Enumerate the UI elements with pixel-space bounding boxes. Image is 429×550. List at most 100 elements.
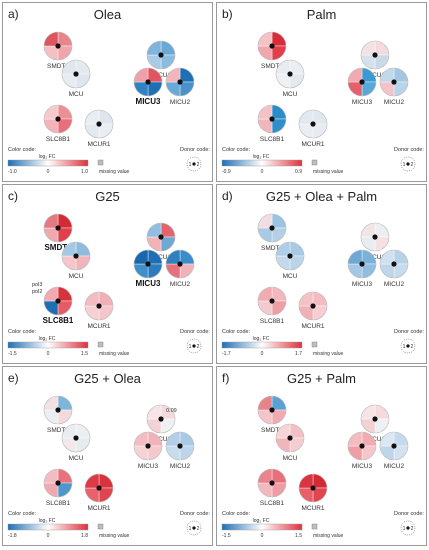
donor-code-label: Donor code: <box>394 511 424 517</box>
node-label: SLC8B1 <box>260 500 285 507</box>
legend: Color code:log₂ FC -0.9 0 0.9 missing value <box>221 147 344 175</box>
node-slc8b1: SLC8B1 <box>43 468 73 507</box>
node-smdt1: SMDT1 <box>257 395 287 434</box>
missing-value-swatch <box>97 341 104 348</box>
legend-color-code: Color code: <box>8 147 37 153</box>
node-annotation: 0.09 <box>166 408 177 414</box>
node-outline <box>43 213 73 243</box>
missing-value-swatch <box>311 159 318 166</box>
panel-letter: e) <box>8 371 19 385</box>
legend-tick-min: -1.7 <box>222 351 231 357</box>
node-smdt1: SMDT1 <box>43 213 73 252</box>
donor-code-label: Donor code: <box>394 147 424 153</box>
legend-color-code: Color code: <box>8 329 37 335</box>
donor-code-2: 2 <box>411 344 414 350</box>
node-smdt1: SMDT1 <box>43 395 73 434</box>
node-label: MCUR1 <box>87 141 110 148</box>
panel-c: c) G25 SMDT1 MCU MICU1 MICU3 MICU2 SLC8B1 pol3po… <box>2 184 213 364</box>
node-center-dot <box>177 79 183 85</box>
legend-tick-max: 1.5 <box>81 351 88 357</box>
legend-missing-value: missing value <box>99 169 130 175</box>
donor-code-2: 2 <box>197 344 200 350</box>
node-micu3: MICU3 <box>133 67 163 106</box>
missing-value-swatch <box>97 523 104 530</box>
legend-missing-value: missing value <box>99 351 130 357</box>
node-micu2: MICU2 <box>165 249 195 288</box>
donor-code-key: Donor code: 1 2 <box>180 329 210 354</box>
donor-code-1: 1 <box>189 162 192 168</box>
donor-code-key: Donor code: 1 2 <box>394 147 424 172</box>
node-outline <box>257 104 287 134</box>
node-micu3: MICU3 <box>347 249 377 288</box>
node-outline <box>146 222 176 252</box>
donor-code-label: Donor code: <box>394 329 424 335</box>
panel-title: Olea <box>94 7 122 22</box>
node-outline <box>360 404 390 434</box>
node-micu1: MICU1 <box>146 222 176 261</box>
node-center-dot <box>269 225 275 231</box>
node-outline <box>43 31 73 61</box>
node-center-dot <box>177 261 183 267</box>
node-center-dot <box>269 298 275 304</box>
node-smdt1: SMDT1 <box>43 31 73 70</box>
legend-tick-min: -1.0 <box>8 169 17 175</box>
node-center-dot <box>96 121 102 127</box>
node-label: SLC8B1 <box>46 500 71 507</box>
legend-tick-zero: 0 <box>47 351 50 357</box>
node-outline <box>257 213 287 243</box>
legend-log2fc: log₂ FC <box>253 336 270 342</box>
donor-code-dot <box>406 344 410 348</box>
node-label: MCU <box>283 273 298 280</box>
legend-tick-min: -0.9 <box>222 169 231 175</box>
node-outline <box>298 473 328 503</box>
node-slc8b1: SLC8B1 <box>257 104 287 143</box>
node-outline <box>165 431 195 461</box>
donor-code-2: 2 <box>411 526 414 532</box>
donor-code-2: 2 <box>197 526 200 532</box>
node-outline <box>360 222 390 252</box>
node-outline <box>298 109 328 139</box>
node-mcu: MCU <box>61 59 91 98</box>
donor-code-2: 2 <box>197 162 200 168</box>
node-outline <box>257 395 287 425</box>
node-outline <box>61 241 91 271</box>
node-micu1: MICU1 0.09 <box>146 404 177 443</box>
legend: Color code:log₂ FC -1.5 0 1.5 missing value <box>221 511 344 539</box>
panel-title: Palm <box>307 7 337 22</box>
node-outline <box>347 249 377 279</box>
legend-missing-value: missing value <box>313 169 344 175</box>
donor-code-key: Donor code: 1 2 <box>180 511 210 536</box>
legend-log2fc: log₂ FC <box>39 154 56 160</box>
node-mcur1: MCUR1 <box>298 473 328 512</box>
donor-code-dot <box>406 526 410 530</box>
node-label: MICU3 <box>352 281 373 288</box>
node-outline <box>84 109 114 139</box>
donor-code-1: 1 <box>403 344 406 350</box>
legend-missing-value: missing value <box>313 533 344 539</box>
node-outline <box>257 468 287 498</box>
node-label: MICU3 <box>138 463 159 470</box>
node-micu3: MICU3 <box>133 431 163 470</box>
legend-missing-value: missing value <box>99 533 130 539</box>
node-label: MICU3 <box>352 463 373 470</box>
node-outline <box>146 404 176 434</box>
node-center-dot <box>55 298 61 304</box>
node-label: SLC8B1 <box>43 316 74 325</box>
node-label: MCUR1 <box>301 505 324 512</box>
donor-code-dot <box>406 162 410 166</box>
node-center-dot <box>96 303 102 309</box>
node-center-dot <box>359 443 365 449</box>
node-outline <box>61 423 91 453</box>
node-label: MCUR1 <box>301 323 324 330</box>
node-smdt1: SMDT1 <box>257 31 287 70</box>
donor-code-dot <box>192 162 196 166</box>
node-mcu: MCU <box>61 241 91 280</box>
donor-code-1: 1 <box>189 526 192 532</box>
missing-value-swatch <box>97 159 104 166</box>
node-label: MICU1 <box>151 254 172 261</box>
node-micu3: MICU3 <box>347 431 377 470</box>
panel-f: f) G25 + Palm SMDT1 MCU MICU1 MICU3 MICU2 SLC8B… <box>216 366 427 546</box>
node-mcu: MCU <box>61 423 91 462</box>
node-outline <box>84 291 114 321</box>
legend-color-code: Color code: <box>222 329 251 335</box>
